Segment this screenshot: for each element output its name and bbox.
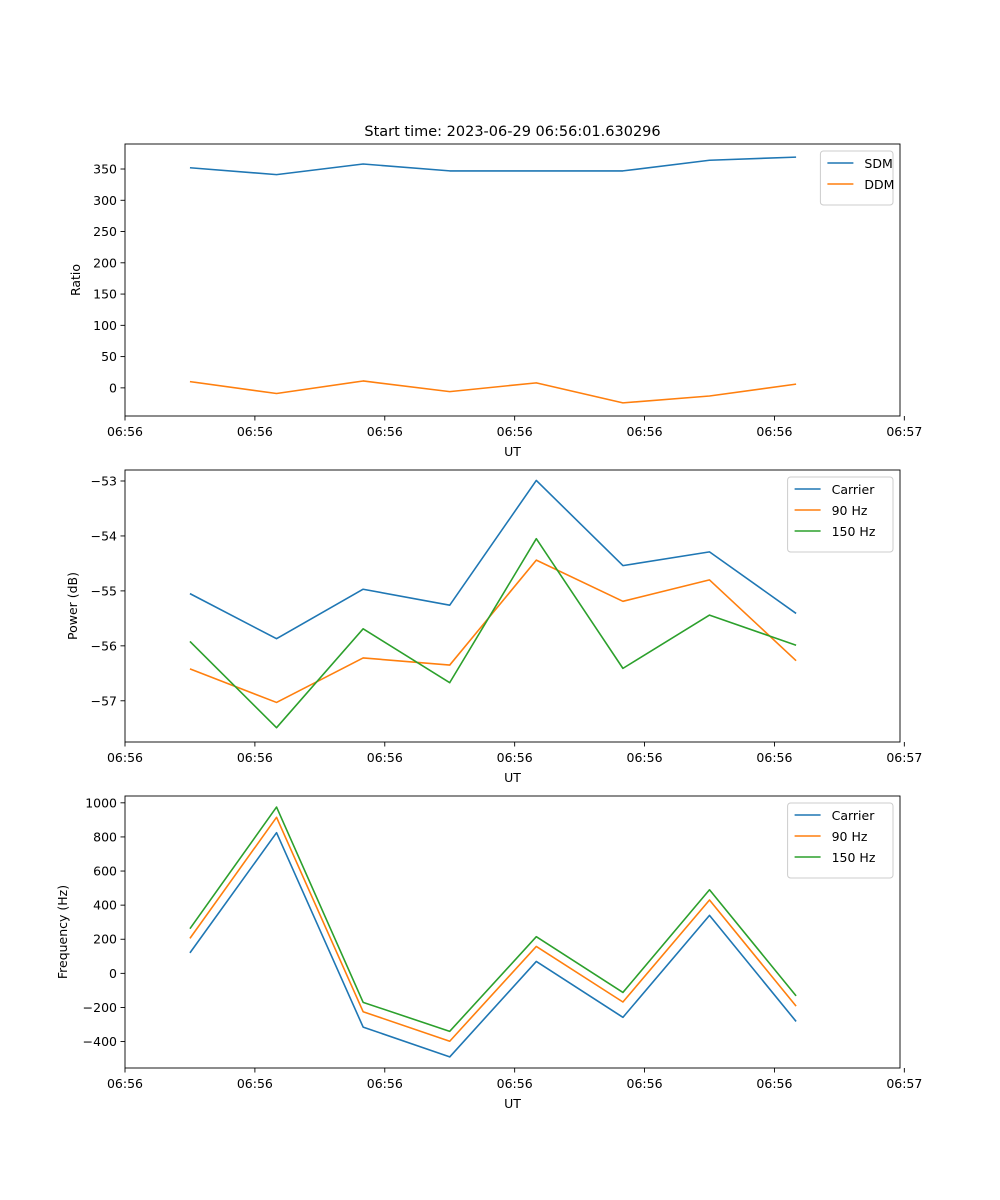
chart2-legend-label-90-hz: 90 Hz	[832, 503, 868, 518]
chart1-x-tick-label: 06:56	[756, 424, 792, 439]
chart3-y-tick-label: 200	[93, 932, 117, 947]
chart2-x-tick-label: 06:56	[497, 750, 533, 765]
chart3-series-90-hz-line	[189, 816, 797, 1043]
chart2-x-tick-label: 06:57	[886, 750, 922, 765]
chart2-x-axis-label: UT	[504, 770, 521, 785]
chart1-y-tick-label: 0	[109, 380, 117, 395]
chart1-y-tick-label: 350	[93, 162, 117, 177]
chart3-x-tick-label: 06:56	[756, 1076, 792, 1091]
chart3-x-tick-label: 06:56	[627, 1076, 663, 1091]
chart2-series-150-hz-line	[189, 537, 797, 729]
chart3-y-tick-label: −400	[83, 1034, 117, 1049]
chart1-legend-label-ddm: DDM	[864, 177, 894, 192]
chart2-x-tick-label: 06:56	[237, 750, 273, 765]
chart2-legend-label-150-hz: 150 Hz	[832, 524, 876, 539]
chart2-x-tick-label: 06:56	[756, 750, 792, 765]
chart1-x-tick-label: 06:56	[367, 424, 403, 439]
chart3-y-tick-label: 400	[93, 898, 117, 913]
chart3: 06:56 06:56 06:56 06:56 06:56 06:56 06:57 −400 −…	[55, 795, 922, 1111]
chart1-series-sdm-line	[189, 156, 797, 176]
chart3-x-tick-label: 06:56	[497, 1076, 533, 1091]
chart3-y-tick-label: 1000	[85, 795, 117, 810]
chart1-legend-box	[819, 150, 894, 206]
chart3-legend-label-150-hz: 150 Hz	[832, 850, 876, 865]
chart2-series-carrier-line	[189, 479, 797, 640]
chart1-legend-label-sdm: SDM	[864, 156, 892, 171]
chart1: 06:56 06:56 06:56 06:56 06:56 06:56 06:57 0 50 10…	[68, 143, 922, 459]
chart2-legend-label-carrier: Carrier	[832, 482, 876, 497]
chart2-axes-frame	[124, 469, 901, 743]
chart1-y-tick-label: 200	[93, 255, 117, 270]
chart2-y-tick-label: −53	[91, 473, 117, 488]
chart3-y-tick-label: 600	[93, 864, 117, 879]
chart3-y-tick-label: 800	[93, 829, 117, 844]
chart3-axes-frame	[124, 795, 901, 1069]
chart3-y-tick-label: −200	[83, 1000, 117, 1015]
chart3-legend-label-90-hz: 90 Hz	[832, 829, 868, 844]
chart3-series-carrier-line	[189, 831, 797, 1058]
chart2-y-tick-label: −56	[91, 638, 117, 653]
chart3-x-tick-label: 06:56	[367, 1076, 403, 1091]
chart3-legend-box	[787, 802, 894, 879]
chart2: 06:56 06:56 06:56 06:56 06:56 06:56 06:57 −57 −5…	[65, 469, 922, 785]
chart2-series-90-hz-line	[189, 559, 797, 704]
chart3-x-tick-label: 06:56	[107, 1076, 143, 1091]
chart3-y-tick-label: 0	[109, 966, 117, 981]
chart1-x-tick-label: 06:56	[237, 424, 273, 439]
charts-container: 06:56 06:56 06:56 06:56 06:56 06:56 06:57 0 50 10…	[55, 143, 922, 1111]
chart2-x-tick-label: 06:56	[107, 750, 143, 765]
chart2-x-tick-label: 06:56	[367, 750, 403, 765]
figure-title: Start time: 2023-06-29 06:56:01.630296	[364, 124, 660, 140]
chart3-series-150-hz-line	[189, 806, 797, 1033]
chart1-legend: SDM DDM	[819, 150, 894, 206]
chart2-y-tick-label: −57	[91, 693, 117, 708]
chart1-axes-frame	[124, 143, 901, 417]
chart3-y-axis-label: Frequency (Hz)	[55, 885, 70, 979]
chart2-y-tick-label: −54	[91, 528, 117, 543]
chart1-y-tick-label: 150	[93, 287, 117, 302]
chart1-x-tick-label: 06:56	[497, 424, 533, 439]
chart2-x-tick-label: 06:56	[627, 750, 663, 765]
chart1-y-axis-label: Ratio	[68, 264, 83, 296]
chart1-x-tick-label: 06:56	[107, 424, 143, 439]
chart1-series-ddm-line	[189, 380, 797, 404]
chart1-y-tick-label: 250	[93, 224, 117, 239]
chart3-x-axis-label: UT	[504, 1096, 521, 1111]
chart1-y-tick-label: 300	[93, 193, 117, 208]
chart3-legend: Carrier 90 Hz 150 Hz	[787, 802, 894, 879]
chart1-y-tick-label: 100	[93, 318, 117, 333]
chart2-legend: Carrier 90 Hz 150 Hz	[787, 476, 894, 553]
chart1-x-axis-label: UT	[504, 444, 521, 459]
chart2-y-tick-label: −55	[91, 583, 117, 598]
chart3-legend-label-carrier: Carrier	[832, 808, 876, 823]
chart3-x-tick-label: 06:56	[237, 1076, 273, 1091]
chart3-x-tick-label: 06:57	[886, 1076, 922, 1091]
chart1-y-tick-label: 50	[101, 349, 117, 364]
chart1-x-tick-label: 06:56	[627, 424, 663, 439]
chart2-legend-box	[787, 476, 894, 553]
chart2-y-axis-label: Power (dB)	[65, 572, 80, 640]
chart1-x-tick-label: 06:57	[886, 424, 922, 439]
